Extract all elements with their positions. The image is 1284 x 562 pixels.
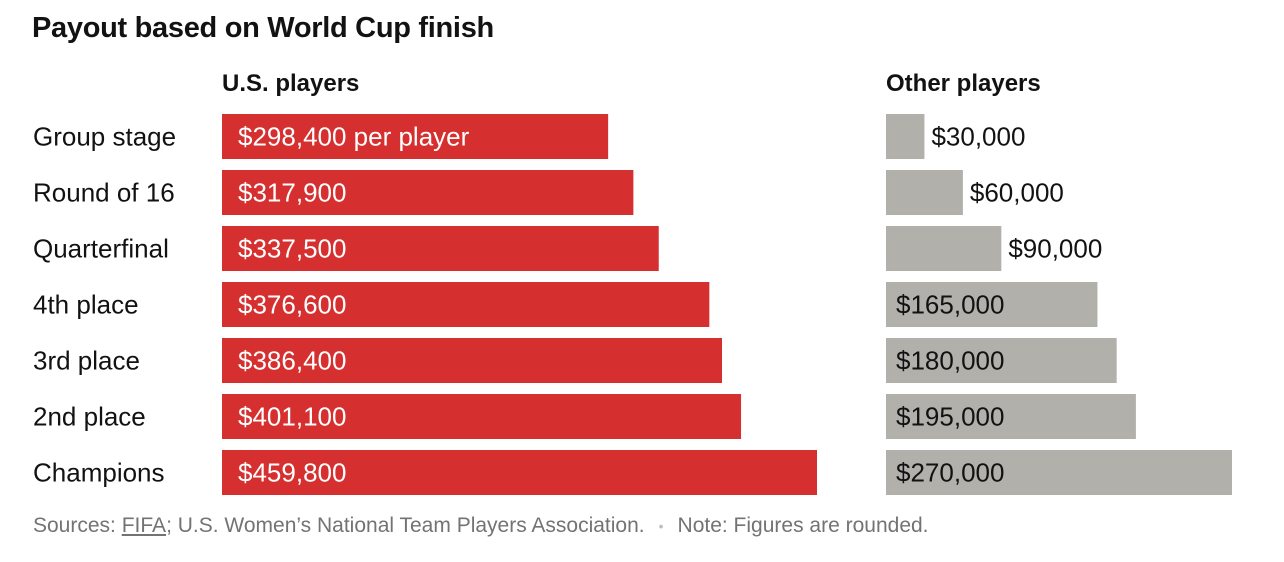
us-bar-champions (222, 450, 817, 495)
category-label-round-of-16: Round of 16 (33, 178, 175, 208)
sources-prefix: Sources: (33, 514, 122, 537)
other-value-label-4th-place: $165,000 (896, 290, 1004, 320)
us-value-label-round-of-16: $317,900 (238, 178, 346, 208)
us-bar-2nd-place (222, 394, 742, 439)
other-bar-3rd-place (886, 338, 1117, 383)
other-bar-champions (886, 450, 1232, 495)
other-bar-4th-place (886, 282, 1098, 327)
sources-rest: ; U.S. Women’s National Team Players Ass… (166, 514, 645, 537)
us-bar-round-of-16 (222, 170, 634, 215)
us-value-label-4th-place: $376,600 (238, 290, 346, 320)
other-players-heading: Other players (886, 70, 1041, 97)
us-bar-3rd-place (222, 338, 723, 383)
other-bar-2nd-place (886, 394, 1136, 439)
category-label-group-stage: Group stage (33, 122, 176, 152)
other-value-label-3rd-place: $180,000 (896, 346, 1004, 376)
us-value-label-champions: $459,800 (238, 458, 346, 488)
other-bar-quarterfinal (886, 226, 1002, 271)
other-value-label-round-of-16: $60,000 (970, 178, 1064, 208)
us-value-label-group-stage: $298,400 per player (238, 122, 470, 152)
us-value-label-3rd-place: $386,400 (238, 346, 346, 376)
category-label-2nd-place: 2nd place (33, 402, 146, 432)
us-bar-4th-place (222, 282, 710, 327)
category-label-3rd-place: 3rd place (33, 346, 140, 376)
other-value-label-group-stage: $30,000 (931, 122, 1025, 152)
us-players-heading: U.S. players (222, 70, 360, 97)
us-bar-group-stage (222, 114, 609, 159)
category-label-4th-place: 4th place (33, 290, 139, 320)
other-bar-group-stage (886, 114, 925, 159)
us-value-label-quarterfinal: $337,500 (238, 234, 346, 264)
other-value-label-quarterfinal: $90,000 (1008, 234, 1102, 264)
chart-title: Payout based on World Cup finish (32, 12, 494, 44)
note-text: Note: Figures are rounded. (677, 514, 929, 537)
fifa-link[interactable]: FIFA (121, 514, 167, 537)
other-value-label-2nd-place: $195,000 (896, 402, 1004, 432)
category-label-quarterfinal: Quarterfinal (33, 234, 169, 264)
category-label-champions: Champions (33, 458, 165, 488)
other-bar-round-of-16 (886, 170, 963, 215)
separator-dot: • (658, 518, 664, 535)
us-value-label-2nd-place: $401,100 (238, 402, 346, 432)
us-bar-quarterfinal (222, 226, 659, 271)
footer: Sources: FIFA; U.S. Women’s National Tea… (33, 514, 929, 538)
other-value-label-champions: $270,000 (896, 458, 1004, 488)
